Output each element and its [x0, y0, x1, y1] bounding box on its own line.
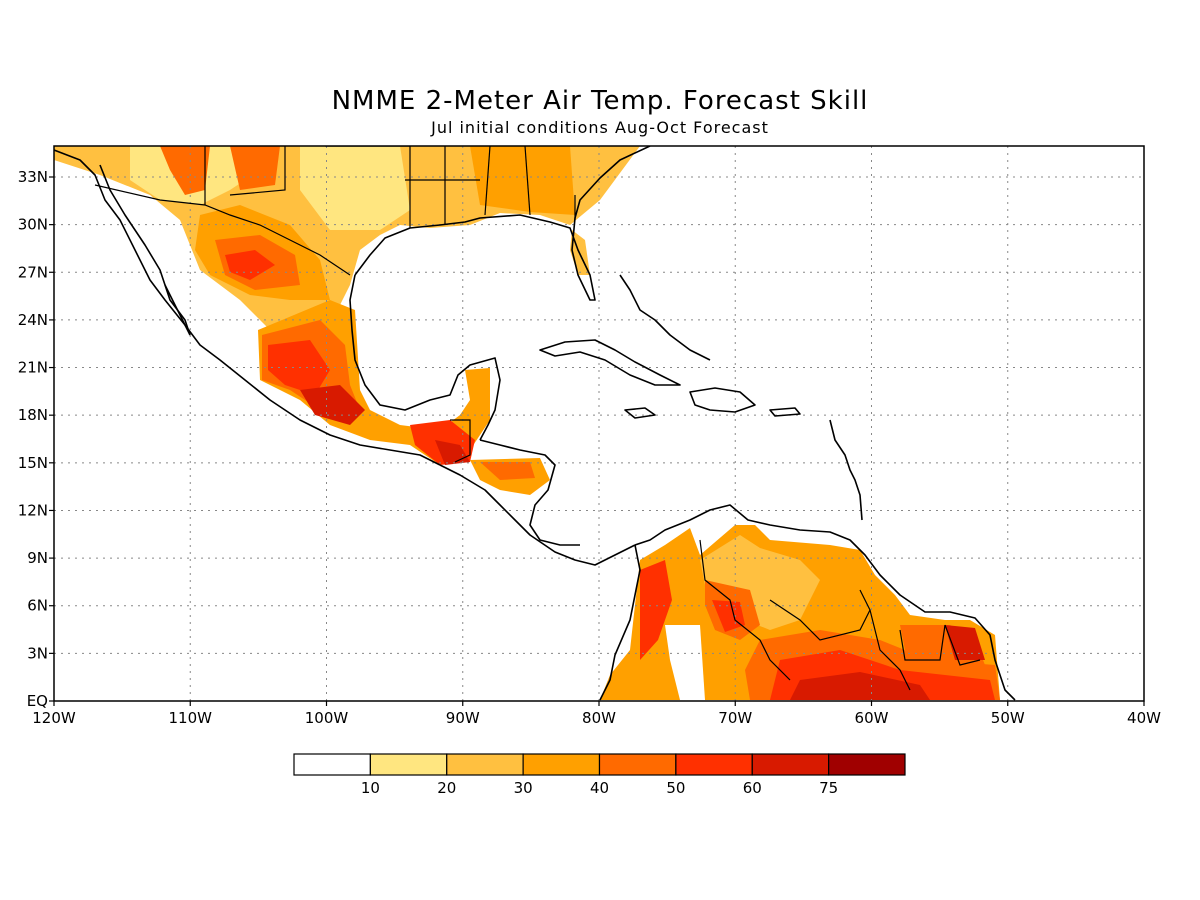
- lon-tick-label: 70W: [718, 709, 752, 727]
- lon-tick-label: 60W: [855, 709, 889, 727]
- lat-tick-label: 6N: [27, 597, 48, 615]
- colorbar-swatch: [293, 753, 371, 776]
- lat-tick-label: 12N: [18, 501, 48, 519]
- colorbar-swatch: [751, 753, 830, 776]
- lon-tick-label: 110W: [169, 709, 213, 727]
- lon-tick-label: 50W: [991, 709, 1025, 727]
- political-borders: [94, 146, 981, 691]
- lon-tick-label: 40W: [1127, 709, 1161, 727]
- lat-tick-label: 24N: [18, 311, 48, 329]
- colorbar-swatch: [828, 753, 906, 776]
- colorbar-swatch: [369, 753, 448, 776]
- lon-tick-label: 80W: [582, 709, 616, 727]
- skill-fill: [54, 146, 1000, 700]
- colorbar-swatch: [598, 753, 677, 776]
- lat-tick-label: 18N: [18, 406, 48, 424]
- colorbar: [293, 753, 906, 776]
- colorbar-swatch: [675, 753, 753, 776]
- map-subtitle: Jul initial conditions Aug-Oct Forecast: [431, 118, 769, 137]
- colorbar-swatch: [446, 753, 524, 776]
- lat-tick-label: 33N: [18, 168, 48, 186]
- graticule-grid: [54, 146, 1144, 701]
- colorbar-label: 20: [437, 779, 456, 797]
- lat-tick-label: 30N: [18, 216, 48, 234]
- colorbar-label: 50: [666, 779, 685, 797]
- lat-tick-label: 9N: [27, 549, 48, 567]
- lat-tick-label: 27N: [18, 263, 48, 281]
- coastlines: [54, 146, 1016, 701]
- latitude-labels: 33N 30N 27N 24N 21N 18N 15N 12N 9N 6N 3N EQ: [18, 168, 54, 710]
- lat-tick-label: 15N: [18, 454, 48, 472]
- colorbar-label: 30: [514, 779, 533, 797]
- lat-tick-label: EQ: [27, 692, 48, 710]
- lon-tick-label: 90W: [446, 709, 480, 727]
- lat-tick-label: 21N: [18, 359, 48, 377]
- lon-tick-label: 100W: [305, 709, 349, 727]
- colorbar-label: 60: [743, 779, 762, 797]
- map-title: NMME 2-Meter Air Temp. Forecast Skill: [331, 86, 869, 116]
- colorbar-label: 40: [590, 779, 609, 797]
- longitude-labels: 120W 110W 100W 90W 80W 70W 60W 50W 40W: [32, 701, 1161, 727]
- lon-tick-label: 120W: [32, 709, 76, 727]
- lat-tick-label: 3N: [27, 644, 48, 662]
- colorbar-label: 10: [361, 779, 380, 797]
- colorbar-label: 75: [819, 779, 838, 797]
- colorbar-labels: 10 20 30 40 50 60 75: [361, 779, 838, 797]
- colorbar-swatch: [522, 753, 601, 776]
